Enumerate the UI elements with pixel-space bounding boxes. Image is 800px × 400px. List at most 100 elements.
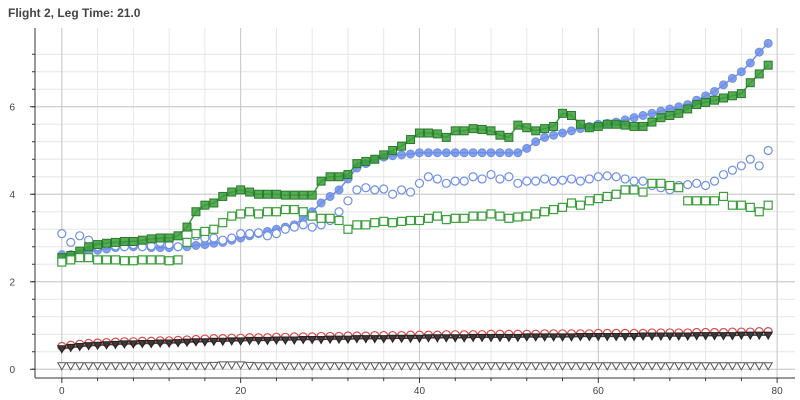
data-point — [307, 336, 318, 345]
data-point — [611, 332, 622, 342]
data-point — [226, 337, 237, 346]
data-point — [718, 93, 728, 103]
data-point — [441, 334, 452, 343]
data-point — [682, 332, 693, 342]
data-point — [92, 341, 103, 351]
data-point — [665, 180, 675, 191]
data-point — [405, 334, 416, 344]
data-point — [477, 174, 487, 184]
major-grid — [35, 28, 795, 378]
data-point — [227, 211, 237, 221]
data-point — [298, 207, 308, 217]
data-point — [397, 150, 407, 160]
data-point — [343, 224, 353, 234]
data-point — [727, 165, 738, 175]
data-point — [504, 213, 514, 223]
data-point — [673, 332, 684, 342]
data-point — [718, 362, 729, 371]
data-point — [423, 148, 433, 158]
data-point — [504, 362, 514, 371]
data-point — [674, 108, 684, 118]
data-point — [244, 207, 255, 217]
data-point — [352, 159, 362, 169]
data-point — [298, 190, 308, 200]
data-point — [700, 180, 711, 191]
data-point — [74, 362, 85, 371]
data-point — [468, 124, 478, 134]
data-point — [93, 240, 103, 250]
data-point — [253, 209, 264, 219]
x-tick-label: 60 — [593, 386, 605, 397]
data-point — [387, 334, 398, 344]
data-point — [244, 229, 255, 239]
data-point — [164, 233, 174, 243]
data-point — [406, 135, 416, 145]
data-point — [137, 339, 148, 349]
data-point — [558, 128, 568, 138]
data-point — [647, 178, 657, 188]
data-point — [540, 124, 550, 134]
data-point — [611, 362, 622, 371]
data-point — [289, 362, 300, 371]
data-point — [253, 228, 264, 238]
data-point — [745, 362, 756, 371]
data-point — [754, 331, 765, 341]
data-point — [217, 361, 228, 370]
data-point — [629, 121, 639, 131]
data-point — [236, 185, 246, 195]
data-point — [459, 362, 470, 371]
data-point — [307, 222, 317, 232]
data-point — [423, 128, 433, 138]
data-point — [522, 176, 532, 186]
data-point — [495, 148, 505, 158]
data-point — [754, 207, 764, 217]
data-point — [504, 148, 514, 158]
data-point — [754, 161, 764, 171]
data-point — [137, 235, 147, 245]
data-point — [280, 362, 291, 371]
data-point — [700, 362, 711, 371]
data-point — [307, 190, 317, 200]
data-point — [736, 331, 747, 341]
data-point — [664, 332, 675, 342]
data-point — [459, 176, 469, 186]
data-point — [504, 132, 514, 142]
data-point — [235, 361, 246, 370]
data-point — [244, 336, 255, 346]
data-point — [620, 185, 630, 195]
data-point — [298, 336, 309, 345]
series-5 — [56, 331, 774, 354]
data-point — [271, 362, 282, 371]
data-point — [575, 176, 586, 186]
data-point — [173, 242, 183, 252]
data-point — [486, 169, 496, 180]
data-point — [173, 362, 183, 371]
data-point — [727, 332, 738, 341]
data-point — [620, 332, 630, 342]
data-point — [75, 231, 85, 241]
data-point — [745, 331, 756, 341]
data-point — [513, 148, 523, 158]
data-point — [530, 362, 541, 371]
data-point — [110, 340, 121, 350]
data-point — [56, 362, 67, 371]
data-point — [602, 362, 613, 371]
data-point — [602, 119, 612, 129]
data-point — [486, 333, 496, 343]
data-point — [656, 362, 666, 371]
data-point — [513, 212, 523, 222]
data-point — [495, 130, 505, 140]
data-point — [200, 200, 210, 210]
data-point — [182, 222, 192, 232]
x-tick-label: 0 — [59, 386, 65, 397]
data-point — [92, 362, 103, 371]
data-point — [540, 174, 550, 184]
data-point — [334, 362, 344, 371]
data-point — [441, 215, 451, 225]
data-point — [504, 333, 514, 343]
data-point — [92, 255, 103, 265]
data-point — [745, 78, 755, 88]
data-point — [557, 202, 568, 212]
data-point — [146, 339, 157, 349]
